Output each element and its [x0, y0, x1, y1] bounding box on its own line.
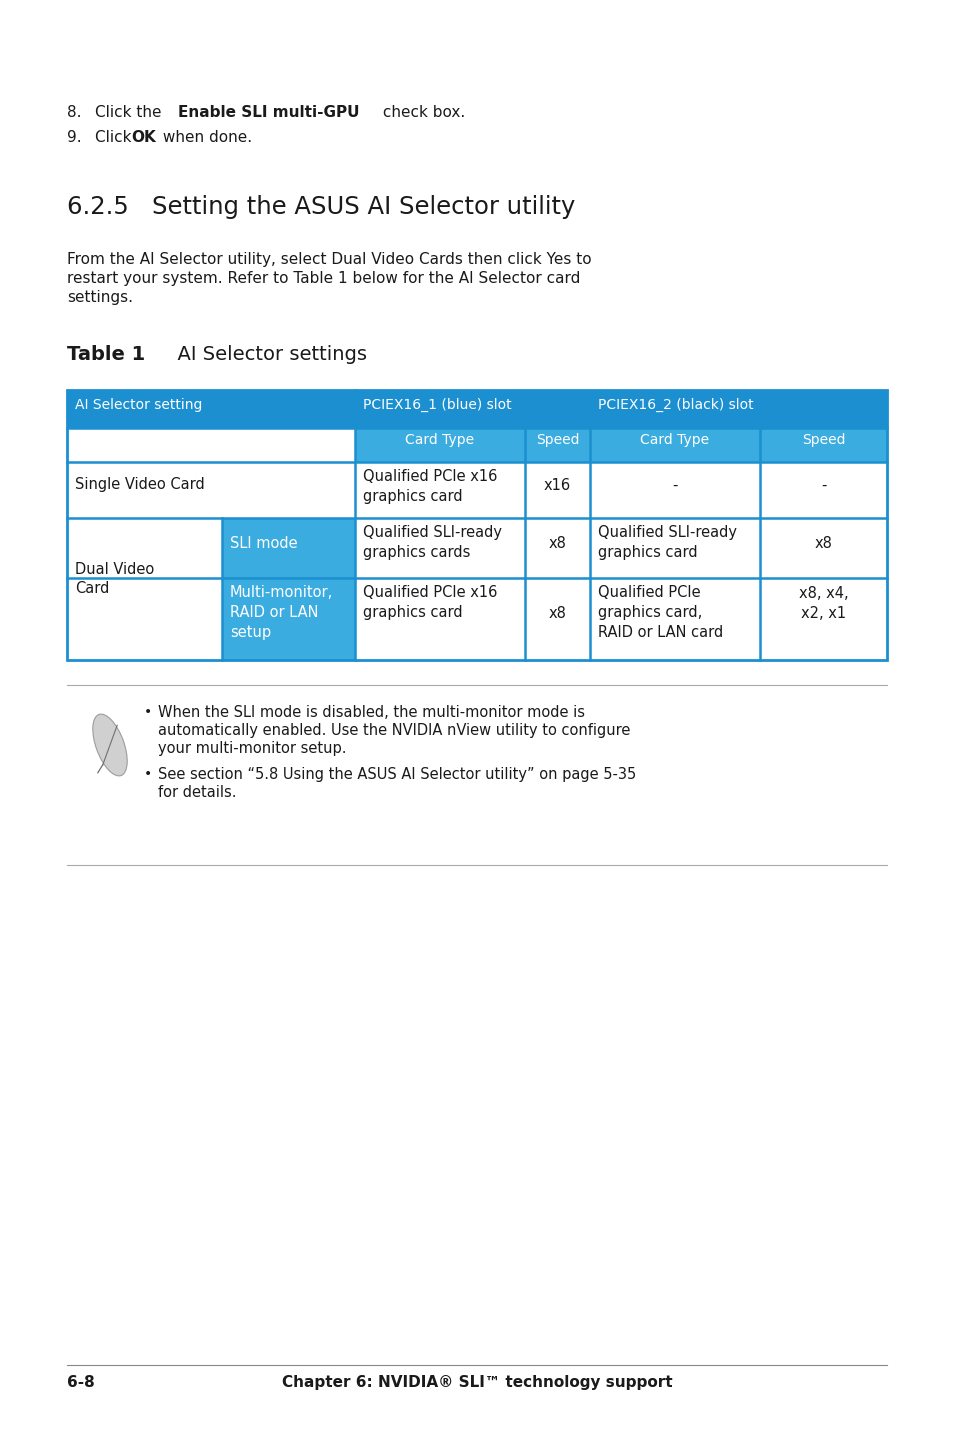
- Text: SLI mode: SLI mode: [230, 535, 297, 551]
- Text: •: •: [144, 705, 152, 719]
- Text: See section “5.8 Using the ASUS AI Selector utility” on page 5-35: See section “5.8 Using the ASUS AI Selec…: [158, 766, 636, 782]
- Text: Chapter 6: NVIDIA® SLI™ technology support: Chapter 6: NVIDIA® SLI™ technology suppo…: [281, 1375, 672, 1391]
- Bar: [355, 518, 886, 578]
- Text: x8: x8: [548, 607, 566, 621]
- Text: 8.: 8.: [67, 105, 81, 119]
- Text: •: •: [144, 766, 152, 781]
- Text: Enable SLI multi-GPU: Enable SLI multi-GPU: [178, 105, 359, 119]
- Text: x8: x8: [548, 535, 566, 551]
- Text: x8, x4,
x2, x1: x8, x4, x2, x1: [798, 587, 847, 621]
- Text: your multi-monitor setup.: your multi-monitor setup.: [158, 741, 346, 756]
- Text: restart your system. Refer to Table 1 below for the AI Selector card: restart your system. Refer to Table 1 be…: [67, 270, 579, 286]
- Text: settings.: settings.: [67, 290, 132, 305]
- Text: From the AI Selector utility, select Dual Video Cards then click Yes to: From the AI Selector utility, select Dua…: [67, 252, 591, 267]
- Text: Qualified SLI-ready
graphics cards: Qualified SLI-ready graphics cards: [363, 525, 501, 559]
- Text: Dual Video
Card: Dual Video Card: [75, 562, 154, 597]
- Bar: [67, 429, 355, 462]
- Text: Qualified PCIe
graphics card,
RAID or LAN card: Qualified PCIe graphics card, RAID or LA…: [598, 585, 722, 640]
- Text: PCIEX16_1 (blue) slot: PCIEX16_1 (blue) slot: [363, 398, 511, 413]
- Text: for details.: for details.: [158, 785, 236, 800]
- Text: Qualified SLI-ready
graphics card: Qualified SLI-ready graphics card: [598, 525, 737, 559]
- Text: check box.: check box.: [377, 105, 465, 119]
- Bar: [355, 578, 886, 660]
- Bar: [67, 462, 886, 518]
- Text: Click the: Click the: [95, 105, 166, 119]
- Text: x16: x16: [543, 477, 571, 492]
- Text: -: -: [672, 477, 677, 492]
- Text: Card Type: Card Type: [639, 433, 709, 447]
- Bar: [222, 518, 355, 578]
- Text: 6-8: 6-8: [67, 1375, 94, 1391]
- Bar: [67, 390, 886, 660]
- Text: OK: OK: [131, 129, 155, 145]
- Text: PCIEX16_2 (black) slot: PCIEX16_2 (black) slot: [598, 398, 753, 413]
- Bar: [222, 578, 355, 660]
- Text: Qualified PCIe x16
graphics card: Qualified PCIe x16 graphics card: [363, 469, 497, 503]
- Bar: [67, 390, 886, 429]
- Bar: [67, 518, 222, 578]
- Text: 9.: 9.: [67, 129, 82, 145]
- Text: -: -: [820, 477, 825, 492]
- Bar: [355, 429, 589, 462]
- Text: Multi-monitor,
RAID or LAN
setup: Multi-monitor, RAID or LAN setup: [230, 585, 333, 640]
- Text: AI Selector setting: AI Selector setting: [75, 398, 202, 413]
- Text: Qualified PCIe x16
graphics card: Qualified PCIe x16 graphics card: [363, 585, 497, 620]
- Bar: [67, 578, 222, 660]
- Text: Click: Click: [95, 129, 136, 145]
- Text: Speed: Speed: [536, 433, 578, 447]
- Text: 6.2.5   Setting the ASUS AI Selector utility: 6.2.5 Setting the ASUS AI Selector utili…: [67, 196, 575, 219]
- Text: x8: x8: [814, 535, 832, 551]
- Text: when done.: when done.: [158, 129, 252, 145]
- Text: AI Selector settings: AI Selector settings: [140, 345, 367, 364]
- Text: Single Video Card: Single Video Card: [75, 477, 205, 492]
- Text: Speed: Speed: [801, 433, 844, 447]
- Text: When the SLI mode is disabled, the multi-monitor mode is: When the SLI mode is disabled, the multi…: [158, 705, 584, 720]
- Bar: [589, 429, 886, 462]
- Text: Table 1: Table 1: [67, 345, 145, 364]
- Ellipse shape: [92, 715, 127, 777]
- Text: Card Type: Card Type: [405, 433, 474, 447]
- Text: automatically enabled. Use the NVIDIA nView utility to configure: automatically enabled. Use the NVIDIA nV…: [158, 723, 630, 738]
